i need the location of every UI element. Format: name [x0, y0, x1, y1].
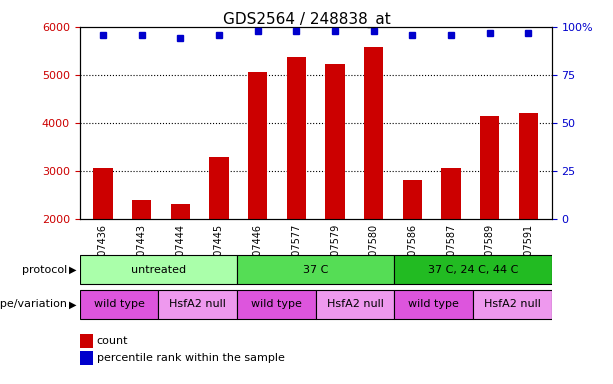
Bar — [93, 169, 113, 219]
Bar — [237, 255, 394, 285]
Text: wild type: wild type — [408, 299, 459, 310]
Bar — [80, 255, 237, 285]
Bar — [441, 168, 461, 219]
Text: HsfA2 null: HsfA2 null — [484, 299, 541, 310]
Text: HsfA2 null: HsfA2 null — [327, 299, 384, 310]
Bar — [473, 290, 552, 319]
Bar — [158, 290, 237, 319]
Bar — [80, 334, 93, 348]
Bar — [480, 116, 500, 219]
Bar — [394, 255, 552, 285]
Text: 37 C: 37 C — [303, 265, 329, 275]
Bar — [80, 290, 158, 319]
Bar — [326, 64, 345, 219]
Text: wild type: wild type — [94, 299, 145, 310]
Text: ▶: ▶ — [69, 299, 77, 310]
Text: GDS2564 / 248838_at: GDS2564 / 248838_at — [223, 12, 390, 28]
Bar — [237, 290, 316, 319]
Bar — [519, 113, 538, 219]
Bar — [170, 204, 190, 219]
Bar — [287, 56, 306, 219]
Text: percentile rank within the sample: percentile rank within the sample — [97, 353, 284, 363]
Text: wild type: wild type — [251, 299, 302, 310]
Bar — [132, 200, 151, 219]
Bar — [316, 290, 394, 319]
Bar — [248, 73, 267, 219]
Bar — [394, 290, 473, 319]
Text: 37 C, 24 C, 44 C: 37 C, 24 C, 44 C — [428, 265, 518, 275]
Bar — [364, 47, 383, 219]
Text: HsfA2 null: HsfA2 null — [169, 299, 226, 310]
Text: untreated: untreated — [131, 265, 186, 275]
Text: protocol: protocol — [22, 265, 67, 275]
Text: count: count — [97, 336, 128, 346]
Bar — [80, 351, 93, 365]
Text: genotype/variation: genotype/variation — [0, 299, 67, 310]
Bar — [403, 180, 422, 219]
Text: ▶: ▶ — [69, 265, 77, 275]
Bar — [209, 157, 229, 219]
